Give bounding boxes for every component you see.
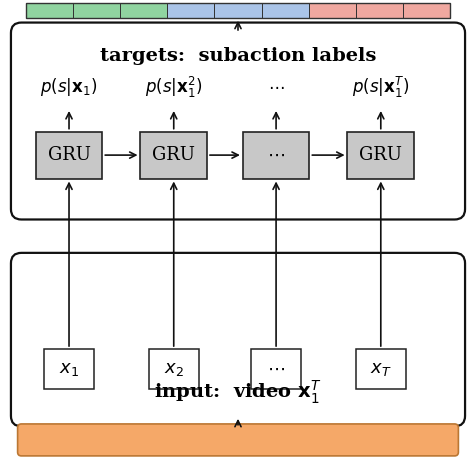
Bar bbox=[26, 3, 450, 18]
Bar bbox=[36, 132, 102, 179]
Text: $x_1$: $x_1$ bbox=[59, 360, 79, 378]
Text: GRU: GRU bbox=[48, 146, 90, 164]
Bar bbox=[44, 349, 94, 389]
Text: $p(s|\mathbf{x}_1)$: $p(s|\mathbf{x}_1)$ bbox=[40, 76, 98, 98]
Text: GRU: GRU bbox=[359, 146, 402, 164]
Text: targets:  subaction labels: targets: subaction labels bbox=[100, 47, 376, 65]
Bar bbox=[403, 3, 450, 18]
FancyBboxPatch shape bbox=[18, 424, 458, 456]
Bar bbox=[73, 3, 120, 18]
Bar bbox=[26, 3, 73, 18]
Text: $p(s|\mathbf{x}_1^2)$: $p(s|\mathbf{x}_1^2)$ bbox=[145, 74, 202, 100]
Text: $\cdots$: $\cdots$ bbox=[268, 78, 284, 95]
FancyBboxPatch shape bbox=[11, 23, 465, 219]
Text: $\cdots$: $\cdots$ bbox=[267, 360, 285, 378]
Bar bbox=[251, 349, 301, 389]
Bar bbox=[149, 349, 199, 389]
Text: $x_T$: $x_T$ bbox=[370, 360, 392, 378]
Bar bbox=[120, 3, 168, 18]
Bar bbox=[356, 349, 406, 389]
FancyBboxPatch shape bbox=[11, 253, 465, 426]
Bar bbox=[215, 3, 261, 18]
Bar bbox=[308, 3, 356, 18]
Text: $\cdots$: $\cdots$ bbox=[267, 146, 285, 164]
Bar bbox=[140, 132, 207, 179]
Bar bbox=[261, 3, 308, 18]
Text: GRU: GRU bbox=[152, 146, 195, 164]
Bar bbox=[168, 3, 215, 18]
Bar bbox=[243, 132, 309, 179]
Bar bbox=[347, 132, 414, 179]
Text: $x_2$: $x_2$ bbox=[164, 360, 184, 378]
Text: input:  video $\mathbf{x}_1^T$: input: video $\mathbf{x}_1^T$ bbox=[154, 379, 322, 406]
Text: $p(s|\mathbf{x}_1^T)$: $p(s|\mathbf{x}_1^T)$ bbox=[352, 74, 409, 100]
Bar bbox=[356, 3, 403, 18]
